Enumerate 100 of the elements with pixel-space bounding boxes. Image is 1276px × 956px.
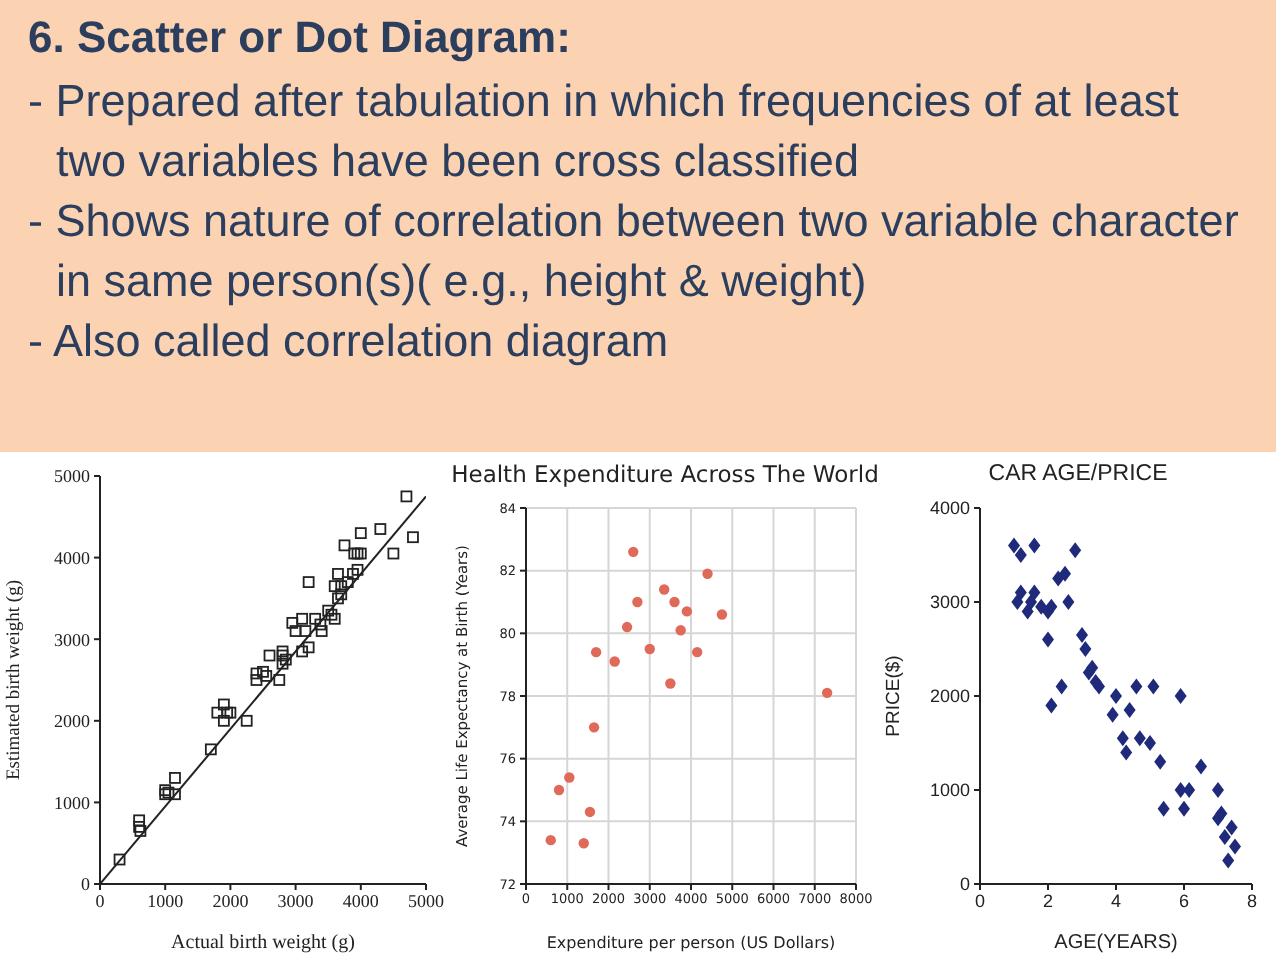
- x-axis-title: AGE(YEARS): [1054, 932, 1178, 954]
- point: [322, 604, 335, 617]
- x-axis-title: Actual birth weight (g): [171, 932, 355, 954]
- point: [217, 698, 230, 711]
- point: [338, 539, 351, 552]
- point: [1055, 678, 1068, 695]
- point: [314, 618, 327, 631]
- y-tick-label: 1000: [54, 792, 91, 813]
- point: [1178, 800, 1190, 817]
- point: [332, 592, 344, 605]
- point: [296, 645, 309, 658]
- point: [578, 838, 589, 849]
- point: [387, 547, 400, 560]
- point: [1059, 565, 1071, 582]
- point: [665, 678, 676, 689]
- point: [354, 527, 367, 540]
- point: [1045, 598, 1058, 615]
- point: [279, 653, 292, 666]
- y-axis-title: Estimated birth weight (g): [4, 580, 25, 780]
- x-tick-label: 6: [1178, 890, 1190, 911]
- y-tick-label: 0: [959, 874, 970, 895]
- point: [1110, 688, 1122, 704]
- point: [1183, 782, 1196, 798]
- point: [1195, 758, 1207, 775]
- point: [1215, 805, 1228, 822]
- x-tick-label: 2000: [212, 890, 250, 911]
- x-tick-label: 1000: [147, 890, 185, 911]
- text: 6. Scatter or Dot Diagram:: [28, 12, 573, 64]
- x-tick-label: 3000: [277, 890, 315, 911]
- point: [632, 596, 643, 608]
- point: [1042, 631, 1054, 648]
- point: [628, 546, 639, 558]
- y-tick-label: 5000: [54, 466, 91, 487]
- point: [335, 588, 348, 601]
- point: [1025, 594, 1037, 610]
- point: [1011, 594, 1024, 610]
- point: [400, 490, 413, 503]
- point: [302, 576, 315, 588]
- x-tick-label: 0: [974, 890, 986, 911]
- point: [217, 714, 230, 727]
- point: [347, 568, 359, 580]
- point: [276, 645, 289, 658]
- point: [328, 612, 341, 625]
- point: [374, 523, 387, 535]
- point: [1218, 829, 1231, 845]
- point: [1045, 697, 1058, 714]
- point: [1133, 730, 1146, 747]
- point: [211, 706, 224, 719]
- text: - Prepared after tabulation in which frequencies of at least two variables have been cross classified: [28, 74, 1181, 190]
- point: [332, 568, 344, 580]
- point: [545, 834, 556, 846]
- point: [1008, 537, 1020, 554]
- y-tick-label: 2000: [929, 686, 970, 707]
- point: [134, 825, 147, 837]
- point: [351, 563, 364, 576]
- point: [1028, 537, 1041, 554]
- point: [407, 531, 419, 544]
- point: [1106, 706, 1119, 723]
- point: [1147, 678, 1160, 695]
- y-tick-label: 4000: [54, 547, 91, 568]
- x-tick-label: 2: [1042, 890, 1054, 911]
- point: [1157, 800, 1170, 817]
- point: [341, 576, 354, 588]
- point: [1174, 688, 1187, 704]
- point: [1212, 782, 1224, 798]
- point: [1130, 678, 1143, 695]
- point: [588, 722, 600, 733]
- point: [1014, 584, 1027, 601]
- point: [296, 612, 309, 625]
- point: [1069, 542, 1082, 559]
- point: [1014, 547, 1027, 563]
- y-tick-label: 1000: [929, 780, 970, 801]
- x-tick-label: 8: [1246, 890, 1258, 911]
- point: [1062, 594, 1075, 610]
- point: [257, 665, 269, 678]
- point: [821, 687, 833, 699]
- point: [315, 625, 328, 637]
- point: [553, 784, 565, 796]
- point: [169, 788, 181, 801]
- point: [1028, 584, 1041, 601]
- point: [289, 625, 302, 637]
- point: [286, 616, 299, 629]
- point: [1093, 678, 1105, 695]
- point: [1079, 641, 1092, 657]
- chart-title: CAR AGE/PRICE: [986, 460, 1170, 490]
- point: [658, 584, 670, 595]
- point: [675, 625, 686, 636]
- point: [169, 772, 181, 784]
- y-tick-label: 3000: [929, 592, 970, 613]
- point: [1116, 730, 1129, 747]
- point: [1076, 626, 1088, 643]
- point: [609, 656, 620, 667]
- point: [681, 606, 693, 617]
- point: [250, 674, 263, 686]
- point: [133, 814, 146, 827]
- point: [335, 580, 348, 593]
- point: [273, 674, 286, 686]
- y-tick-label: 4000: [929, 498, 970, 519]
- y-tick-label: 3000: [54, 629, 91, 650]
- point: [1052, 570, 1065, 587]
